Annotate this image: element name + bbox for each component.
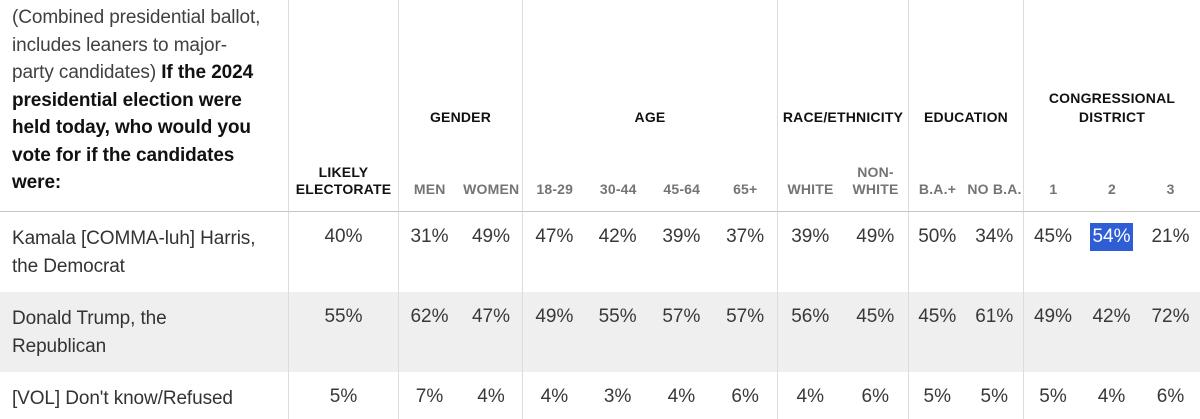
value-cell: 49% (856, 226, 895, 247)
group-label-congressional-district: CONGRESSIONAL DISTRICT (1048, 90, 1176, 125)
subheader-non-white: NON-WHITE (852, 164, 899, 197)
value-cell: 5% (980, 386, 1008, 407)
value-cell: 47% (522, 212, 586, 292)
subheader-row-education: B.A.+ NO B.A. (909, 162, 1023, 198)
subheader-ba-plus: B.A.+ (918, 181, 957, 197)
row-label-dont-know: [VOL] Don't know/Refused (12, 388, 233, 409)
column-group-race-ethnicity: RACE/ETHNICITY WHITE NON-WHITE (777, 0, 908, 212)
column-group-age: AGE 18-29 30-44 45-64 65+ (522, 0, 777, 212)
subheader-white: WHITE (787, 181, 834, 197)
value-cell: 39% (777, 212, 843, 292)
subheader-women: WOMEN (463, 181, 520, 197)
value-cell: 34% (975, 226, 1014, 247)
group-label-race-ethnicity: RACE/ETHNICITY (782, 109, 904, 125)
value-cell: 47% (460, 292, 522, 372)
subheader-65-plus: 65+ (733, 181, 758, 197)
value-cell: 45% (842, 292, 908, 372)
value-cell: 6% (861, 386, 889, 407)
column-group-congressional-district: CONGRESSIONAL DISTRICT 1 2 3 (1023, 0, 1200, 212)
value-cell: 49% (471, 226, 511, 247)
value-cell: 72% (1141, 292, 1200, 372)
subheader-row-district: 1 2 3 (1024, 162, 1200, 198)
value-cell: 40% (288, 212, 398, 292)
likely-electorate-label: LIKELY ELECTORATE (295, 164, 392, 197)
value-cell: 49% (522, 292, 586, 372)
subheader-45-64: 45-64 (663, 181, 701, 197)
subheader-row-age: 18-29 30-44 45-64 65+ (523, 162, 777, 198)
value-cell: 49% (1023, 292, 1082, 372)
subheader-district-1: 1 (1049, 181, 1058, 197)
value-cell: 50% (908, 212, 966, 292)
subheader-30-44: 30-44 (599, 181, 637, 197)
value-cell: 62% (398, 292, 460, 372)
column-header-likely-electorate: LIKELY ELECTORATE (288, 0, 398, 212)
value-cell: 4% (477, 386, 505, 407)
subheader-row-gender: MEN WOMEN (399, 162, 522, 198)
column-group-education: EDUCATION B.A.+ NO B.A. (908, 0, 1023, 212)
group-label-age: AGE (634, 109, 666, 125)
value-cell: 39% (662, 226, 701, 247)
row-label-trump: Donald Trump, the Republican (0, 292, 288, 372)
question-bold-part: If the 2024 presidential election were h… (12, 62, 254, 193)
value-cell: 45% (908, 292, 966, 372)
subheader-district-3: 3 (1166, 181, 1175, 197)
value-cell: 4% (667, 386, 696, 407)
subheader-men: MEN (413, 181, 446, 197)
value-cell: 57% (649, 292, 714, 372)
value-cell: 42% (598, 226, 637, 247)
value-cell: 6% (731, 386, 759, 407)
selected-text: 54% (1090, 223, 1133, 251)
value-cell-highlighted: 54% (1082, 212, 1141, 292)
value-cell: 56% (777, 292, 843, 372)
value-cell: 5% (1023, 372, 1082, 419)
value-cell: 6% (1156, 386, 1185, 407)
value-cell: 4% (777, 372, 843, 419)
value-cell: 21% (1151, 226, 1190, 247)
subheader-district-2: 2 (1108, 181, 1116, 197)
row-label-harris: Kamala [COMMA-luh] Harris, the Democrat (12, 228, 256, 277)
value-cell: 45% (1023, 212, 1082, 292)
value-cell: 31% (398, 212, 460, 292)
value-cell: 4% (522, 372, 586, 419)
subheader-row-race: WHITE NON-WHITE (778, 162, 908, 198)
subheader-18-29: 18-29 (536, 181, 574, 197)
value-cell: 5% (908, 372, 966, 419)
question-normal-part: (Combined presidential ballot, includes … (12, 7, 261, 83)
column-group-gender: GENDER MEN WOMEN (398, 0, 522, 212)
value-cell: 5% (288, 372, 398, 419)
subheader-no-ba: NO B.A. (967, 181, 1022, 197)
value-cell: 57% (713, 292, 777, 372)
value-cell: 37% (726, 226, 765, 247)
value-cell: 61% (965, 292, 1023, 372)
value-cell: 4% (1097, 386, 1126, 407)
value-cell: 3% (603, 386, 632, 407)
group-label-education: EDUCATION (924, 109, 1008, 125)
group-label-gender: GENDER (429, 109, 492, 125)
value-cell: 42% (1082, 292, 1141, 372)
value-cell: 55% (288, 292, 398, 372)
value-cell: 7% (398, 372, 460, 419)
question-text: (Combined presidential ballot, includes … (0, 0, 288, 212)
value-cell: 55% (585, 292, 650, 372)
